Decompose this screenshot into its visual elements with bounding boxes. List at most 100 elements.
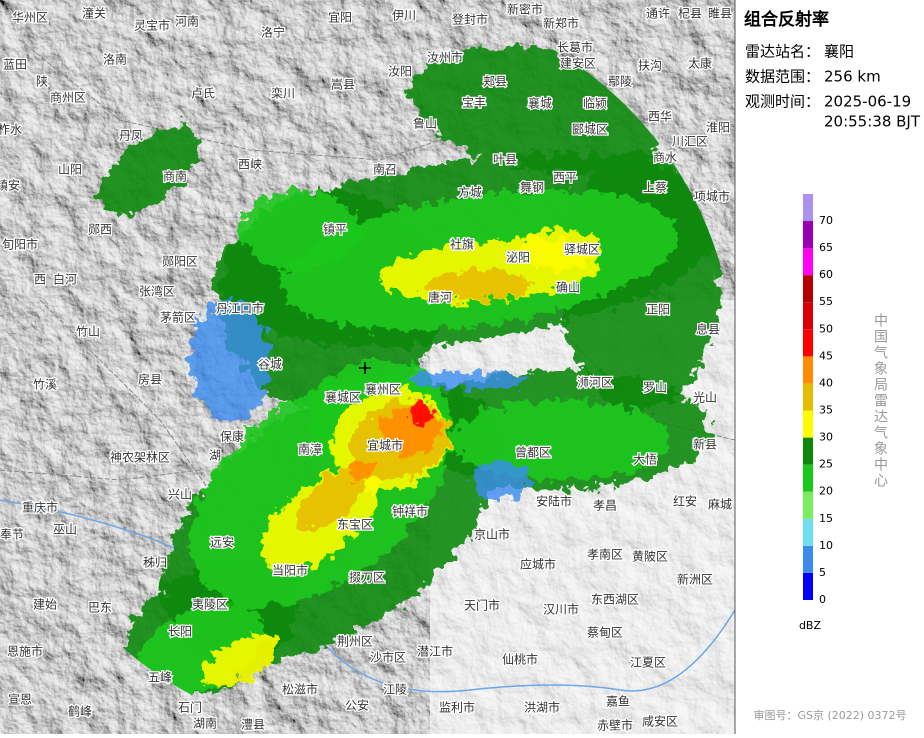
legend-swatch — [803, 221, 813, 249]
place-label: 襄城 — [528, 96, 552, 111]
legend-label: 15 — [819, 512, 833, 525]
place-label: 巴东 — [88, 601, 112, 615]
radar-echo — [100, 46, 728, 697]
info-panel — [735, 0, 924, 734]
place-label: 淮阳 — [706, 121, 730, 135]
place-label: 嘉鱼 — [606, 695, 630, 709]
place-label: 宣恩 — [8, 692, 32, 707]
legend-label: 40 — [819, 376, 833, 389]
legend: 0 5 10 15 20 25 30 35 40 45 50 55 60 65 70 — [803, 193, 833, 606]
place-label: 建始 — [33, 598, 57, 612]
legend-label: 70 — [819, 214, 833, 227]
place-label: 白河 — [53, 272, 77, 287]
place-label: 重庆市 — [22, 500, 58, 515]
legend-label: 20 — [819, 485, 833, 498]
echo-cell — [470, 460, 530, 500]
place-label: 伊川 — [392, 9, 416, 23]
river — [0, 499, 735, 693]
place-label: 新县 — [693, 437, 717, 452]
place-label: 黄陂区 — [632, 549, 668, 564]
place-label: 杞县 — [678, 7, 702, 21]
legend-label: 55 — [819, 295, 833, 308]
place-label: 柞水 — [0, 122, 22, 137]
place-label: 丹江口市 — [216, 301, 264, 316]
place-label: 石门 — [178, 700, 202, 715]
place-label: 赤壁市 — [597, 718, 633, 733]
legend-swatch — [803, 356, 813, 384]
legend-swatch — [803, 491, 813, 519]
place-label: 张湾区 — [139, 284, 175, 299]
place-label: 京山市 — [474, 527, 510, 542]
place-label: 睢县 — [708, 7, 732, 21]
place-label: 方城 — [458, 185, 482, 200]
place-label: 蔡甸区 — [587, 626, 623, 640]
place-label: 确山 — [556, 281, 580, 295]
place-label: 湖 — [209, 448, 221, 463]
place-label: 西峡 — [238, 158, 262, 172]
place-label: 奉节 — [0, 528, 24, 542]
place-label: 项城市 — [694, 189, 730, 204]
legend-label: 35 — [819, 404, 833, 417]
legend-label: 65 — [819, 241, 833, 254]
place-label: 竹山 — [76, 325, 100, 339]
place-label: 荆州区 — [337, 635, 373, 649]
place-label: 泌阳 — [506, 251, 530, 265]
legend-label: 30 — [819, 431, 833, 444]
place-label: 保康 — [220, 429, 244, 444]
place-label: 郧西 — [88, 223, 112, 237]
place-label: 鹤峰 — [68, 704, 92, 719]
boundary — [0, 39, 735, 521]
range: 256 km — [824, 68, 881, 86]
echo-cell — [345, 460, 375, 480]
place-label: 新郑市 — [543, 16, 579, 31]
place-label: 驿城区 — [564, 243, 600, 257]
place-label: 麻城 — [708, 497, 732, 512]
place-label: 洛宁 — [261, 25, 285, 40]
place-label: 孝南区 — [587, 547, 623, 562]
place-label: 西华 — [648, 110, 672, 124]
legend-swatch — [803, 464, 813, 492]
legend-label: 45 — [819, 349, 833, 362]
place-label: 登封市 — [452, 12, 488, 27]
place-label: 宜城市 — [367, 438, 403, 453]
place-label: 秭归 — [143, 556, 167, 570]
place-label: 巫山 — [53, 523, 77, 537]
place-label: 建安区 — [560, 56, 596, 71]
range-label: 数据范围： — [745, 68, 820, 86]
place-label: 通许 — [646, 7, 670, 21]
place-label: 南召 — [373, 162, 397, 177]
place-label: 江夏区 — [630, 656, 666, 670]
place-label: 丹凤 — [119, 129, 143, 143]
place-label: 东宝区 — [337, 518, 373, 532]
place-label: 镇平 — [323, 223, 347, 237]
place-label: 竹溪 — [33, 378, 57, 392]
echo-cell — [520, 230, 600, 270]
echo-cell — [100, 125, 200, 215]
place-label: 新密市 — [507, 2, 543, 17]
place-label: 湖南 — [193, 716, 217, 731]
place-label: 神农架林区 — [110, 451, 170, 465]
place-label: 汝州市 — [427, 50, 463, 65]
place-label: 应城市 — [520, 557, 556, 572]
place-label: 西平 — [553, 171, 577, 185]
place-label: 襄州区 — [365, 382, 401, 397]
place-label: 西 — [34, 273, 46, 287]
legend-swatch — [803, 383, 813, 411]
legend-swatch — [803, 193, 813, 222]
place-label: 灵宝市 — [134, 18, 170, 33]
place-label: 天门市 — [464, 598, 500, 613]
place-label: 唐河 — [428, 290, 452, 305]
place-label: 洛南 — [103, 52, 127, 67]
place-label: 鲁山 — [413, 117, 437, 131]
place-label: 洪湖市 — [524, 700, 560, 715]
legend-label: 5 — [819, 566, 826, 579]
radar-site — [359, 362, 371, 374]
legend-swatch — [803, 275, 813, 303]
legend-swatch — [803, 518, 813, 546]
place-label: 松滋市 — [282, 682, 318, 697]
place-label: 陕 — [36, 74, 48, 89]
place-label: 红安 — [673, 494, 697, 509]
place-label: 鄢陵 — [608, 75, 632, 89]
